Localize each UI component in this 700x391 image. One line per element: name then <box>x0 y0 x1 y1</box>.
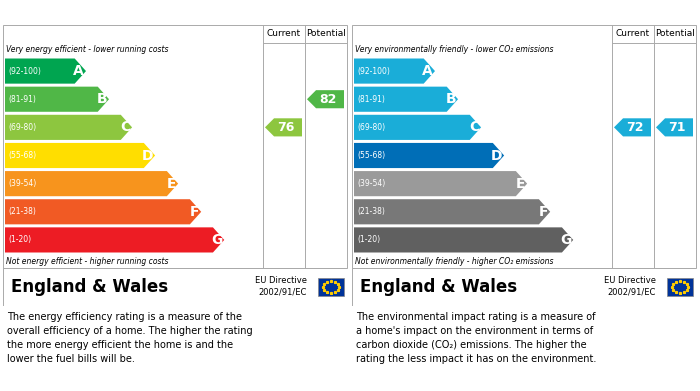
Text: Energy Efficiency Rating: Energy Efficiency Rating <box>8 7 171 20</box>
Bar <box>318 278 344 296</box>
Text: G: G <box>560 233 571 247</box>
Text: The energy efficiency rating is a measure of the
overall efficiency of a home. T: The energy efficiency rating is a measur… <box>7 312 253 364</box>
Text: Current: Current <box>616 29 650 38</box>
Text: 76: 76 <box>278 121 295 134</box>
Polygon shape <box>614 118 651 136</box>
Polygon shape <box>354 227 573 253</box>
Text: (69-80): (69-80) <box>8 123 36 132</box>
Text: 72: 72 <box>626 121 644 134</box>
Text: (92-100): (92-100) <box>357 66 390 75</box>
Text: Not environmentally friendly - higher CO₂ emissions: Not environmentally friendly - higher CO… <box>355 257 554 266</box>
Text: B: B <box>445 92 456 106</box>
Text: A: A <box>74 64 84 78</box>
Text: C: C <box>120 120 130 135</box>
Text: (21-38): (21-38) <box>8 207 36 216</box>
Text: E: E <box>167 177 176 191</box>
Polygon shape <box>354 143 504 168</box>
Text: EU Directive
2002/91/EC: EU Directive 2002/91/EC <box>604 276 656 296</box>
Polygon shape <box>5 199 201 224</box>
Text: (81-91): (81-91) <box>357 95 385 104</box>
Text: Very environmentally friendly - lower CO₂ emissions: Very environmentally friendly - lower CO… <box>355 45 554 54</box>
Polygon shape <box>5 171 178 196</box>
Text: G: G <box>211 233 222 247</box>
Text: Very energy efficient - lower running costs: Very energy efficient - lower running co… <box>6 45 169 54</box>
Text: 71: 71 <box>668 121 686 134</box>
Text: Environmental Impact (CO₂) Rating: Environmental Impact (CO₂) Rating <box>357 7 589 20</box>
Polygon shape <box>5 87 109 112</box>
Polygon shape <box>307 90 344 108</box>
Text: E: E <box>516 177 525 191</box>
Text: (39-54): (39-54) <box>357 179 385 188</box>
Text: C: C <box>469 120 479 135</box>
Text: D: D <box>141 149 153 163</box>
Text: B: B <box>97 92 107 106</box>
Text: Potential: Potential <box>655 29 695 38</box>
Text: EU Directive
2002/91/EC: EU Directive 2002/91/EC <box>255 276 307 296</box>
Text: (55-68): (55-68) <box>357 151 385 160</box>
Text: (69-80): (69-80) <box>357 123 385 132</box>
Polygon shape <box>5 227 224 253</box>
Polygon shape <box>354 87 458 112</box>
Polygon shape <box>354 59 435 84</box>
Text: (1-20): (1-20) <box>357 235 380 244</box>
Polygon shape <box>354 199 550 224</box>
Polygon shape <box>656 118 693 136</box>
Text: 82: 82 <box>320 93 337 106</box>
Polygon shape <box>354 171 527 196</box>
Text: F: F <box>539 205 548 219</box>
Text: Not energy efficient - higher running costs: Not energy efficient - higher running co… <box>6 257 169 266</box>
Polygon shape <box>354 115 481 140</box>
Text: England & Wales: England & Wales <box>360 278 517 296</box>
Text: A: A <box>422 64 433 78</box>
Text: (55-68): (55-68) <box>8 151 36 160</box>
Text: Potential: Potential <box>306 29 346 38</box>
Text: (1-20): (1-20) <box>8 235 31 244</box>
Polygon shape <box>5 59 86 84</box>
Polygon shape <box>5 115 132 140</box>
Text: England & Wales: England & Wales <box>11 278 168 296</box>
Text: Current: Current <box>267 29 301 38</box>
Text: F: F <box>190 205 200 219</box>
Polygon shape <box>5 143 155 168</box>
Text: The environmental impact rating is a measure of
a home's impact on the environme: The environmental impact rating is a mea… <box>356 312 596 364</box>
Text: (39-54): (39-54) <box>8 179 36 188</box>
Text: (81-91): (81-91) <box>8 95 36 104</box>
Text: D: D <box>491 149 502 163</box>
Text: (92-100): (92-100) <box>8 66 41 75</box>
Text: (21-38): (21-38) <box>357 207 385 216</box>
Bar <box>667 278 693 296</box>
Polygon shape <box>265 118 302 136</box>
